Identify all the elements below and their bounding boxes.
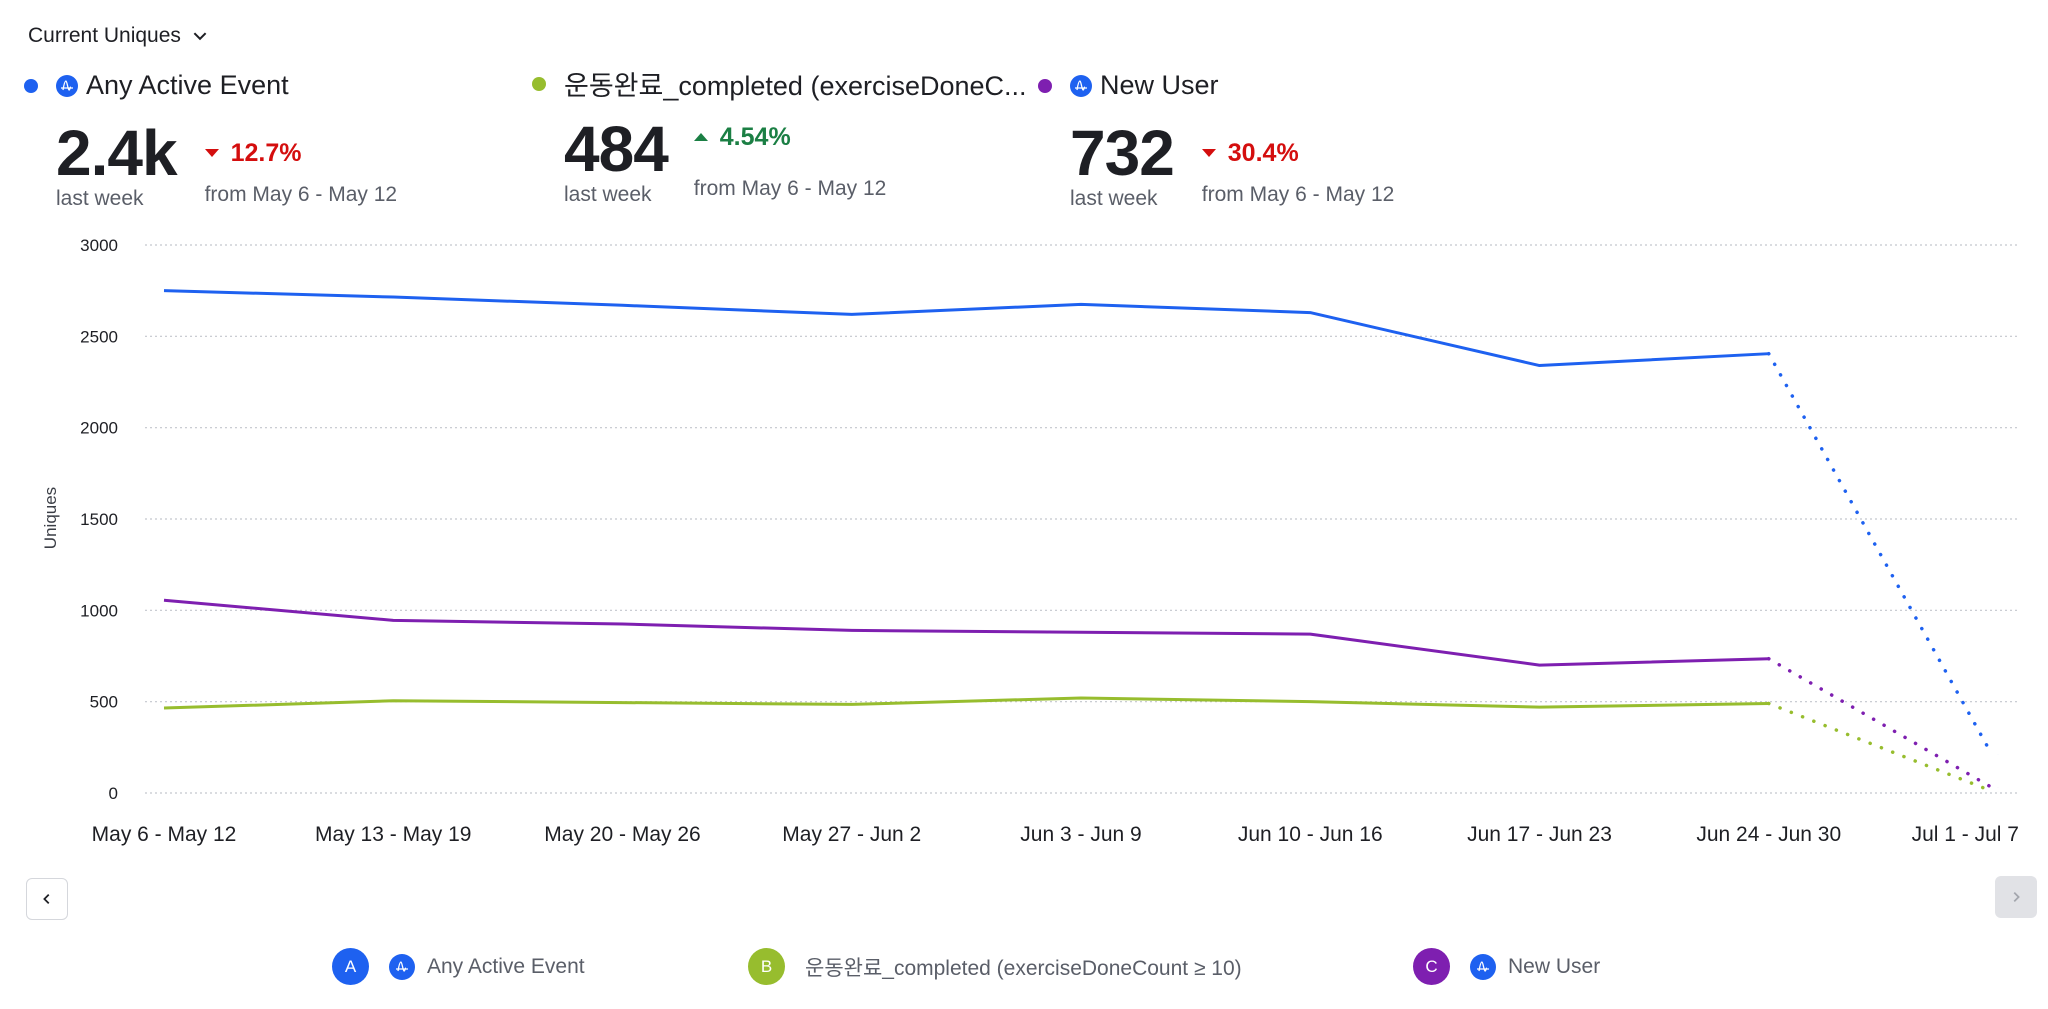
x-tick-label: May 6 - May 12 [92, 823, 237, 846]
kpi-delta: 30.4% [1227, 138, 1299, 167]
x-tick-label: May 20 - May 26 [544, 823, 700, 846]
series-badge: A [332, 948, 369, 985]
metric-selector[interactable]: Current Uniques [28, 24, 209, 48]
kpi-value: 484 [564, 113, 669, 185]
kpi-delta-sub: from May 6 - May 12 [204, 183, 398, 206]
kpi-title: 운동완료_completed (exerciseDoneC... [564, 71, 1027, 101]
kpi-value: 732 [1070, 117, 1175, 189]
chevron-down-icon [193, 32, 207, 41]
x-tick-label: Jun 24 - Jun 30 [1696, 823, 1841, 846]
series-color-dot [532, 76, 546, 91]
legend-label: New User [1508, 954, 1601, 978]
x-tick-label: May 13 - May 19 [315, 823, 471, 846]
series-line [163, 696, 1769, 710]
next-page-button[interactable] [1995, 876, 2037, 918]
legend-label: Any Active Event [427, 954, 585, 978]
amplitude-icon [1070, 74, 1092, 97]
amplitude-icon [1470, 953, 1496, 980]
legend-label: 운동완료_completed (exerciseDoneCount ≥ 10) [805, 956, 1242, 980]
y-tick-label: 2000 [80, 419, 118, 438]
y-tick-label: 0 [109, 784, 118, 803]
legend-item[interactable]: B 운동완료_completed (exerciseDoneCount ≥ 10… [748, 948, 1242, 985]
kpi-value-sub: last week [564, 183, 652, 206]
kpi-title: New User [1100, 70, 1219, 100]
x-tick-label: Jun 3 - Jun 9 [1020, 823, 1141, 846]
series-line [163, 289, 1769, 368]
y-tick-label: 1000 [80, 601, 118, 620]
series-badge: C [1413, 948, 1450, 985]
line-chart: 0 500 1000 1500 2000 2500 3000 May 6 - May 12 M… [41, 236, 2019, 846]
series-incomplete-segment [1767, 351, 1994, 757]
series-badge: B [748, 948, 785, 985]
kpi-delta: 12.7% [230, 138, 302, 167]
kpi-card: Any Active Event 2.4k last week 12.7% fro… [24, 70, 397, 211]
y-tick-label: 1500 [80, 510, 118, 529]
chevron-right-icon [2013, 892, 2020, 902]
kpi-delta: 4.54% [719, 122, 791, 151]
kpi-value-sub: last week [56, 187, 144, 210]
previous-page-button[interactable] [26, 878, 68, 920]
series-incomplete-segment [1767, 656, 1994, 790]
kpi-card: New User 732 last week 30.4% from May 6 -… [1038, 70, 1394, 211]
triangle-up-icon [693, 133, 708, 141]
x-tick-label: May 27 - Jun 2 [782, 823, 921, 846]
series-line [163, 598, 1769, 667]
y-tick-label: 2500 [80, 327, 118, 346]
amplitude-icon [56, 74, 78, 97]
series-color-dot [24, 78, 38, 93]
x-tick-label: Jun 10 - Jun 16 [1238, 823, 1383, 846]
triangle-down-icon [204, 149, 219, 157]
amplitude-icon [389, 953, 415, 980]
kpi-delta-sub: from May 6 - May 12 [693, 177, 887, 200]
x-tick-label: Jul 1 - Jul 7 [1912, 823, 2019, 846]
y-tick-label: 500 [90, 693, 118, 712]
x-tick-label: Jun 17 - Jun 23 [1467, 823, 1612, 846]
series-color-dot [1038, 78, 1052, 93]
triangle-down-icon [1201, 149, 1216, 157]
kpi-title: Any Active Event [86, 70, 289, 100]
legend-item[interactable]: A Any Active Event [332, 948, 585, 985]
legend-item[interactable]: C New User [1413, 948, 1600, 985]
kpi-card: 운동완료_completed (exerciseDoneC... 484 last… [532, 70, 1027, 207]
y-tick-label: 3000 [80, 236, 118, 255]
y-axis-label: Uniques [41, 487, 60, 549]
series-incomplete-segment [1767, 701, 1994, 793]
chevron-left-icon [43, 894, 50, 904]
metric-selector-label: Current Uniques [28, 24, 181, 47]
kpi-delta-sub: from May 6 - May 12 [1201, 183, 1395, 206]
kpi-value-sub: last week [1070, 187, 1158, 210]
kpi-value: 2.4k [56, 117, 178, 189]
